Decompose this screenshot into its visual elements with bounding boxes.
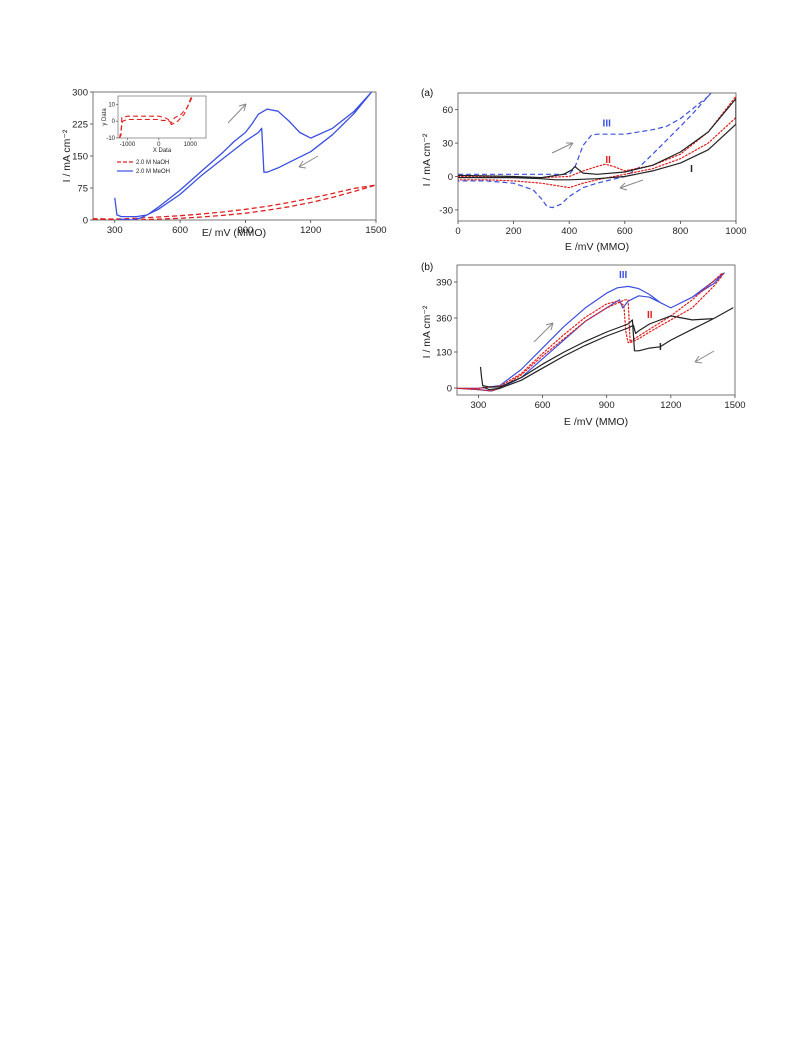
- panel-a-x-axis-label: E /mV (MMO): [565, 241, 629, 253]
- y-tick-label: 390: [436, 278, 452, 289]
- inset-y-label: y Data: [102, 108, 108, 126]
- series-line-ii: [458, 95, 736, 189]
- panel-b-reverse-arrow: [694, 350, 715, 364]
- series-line-1: [119, 97, 193, 138]
- x-tick-label: 900: [599, 400, 615, 411]
- left-legend: 2.0 M NaOH 2.0 M MeOH: [117, 160, 170, 175]
- x-tick-label: 300: [470, 400, 486, 411]
- x-tick-label: 800: [672, 226, 688, 237]
- x-tick-label: 200: [506, 226, 522, 237]
- y-tick-label: 60: [442, 105, 453, 116]
- x-tick-label: 600: [535, 400, 551, 411]
- left-x-axis: 300 600 900 1200 1500: [107, 220, 387, 236]
- panel-a-reverse-arrow: [619, 179, 644, 191]
- x-tick-label: 1500: [724, 400, 745, 411]
- left-y-axis-label: I / mA cm⁻²: [61, 129, 73, 182]
- series-line-ii: [457, 272, 723, 392]
- series-line-i: [458, 98, 736, 181]
- series-line-2-0-m-meoh: [114, 92, 373, 220]
- left-series-group: [93, 92, 376, 220]
- y-tick-label: 150: [72, 152, 88, 163]
- x-tick-label: 1200: [300, 225, 321, 236]
- curve-label-ii: II: [605, 155, 611, 166]
- curve-label-ii: II: [647, 310, 653, 321]
- x-tick-label: 900: [237, 225, 253, 236]
- inset-y-tick-label: 10: [108, 102, 115, 108]
- y-tick-label: 30: [442, 139, 453, 150]
- panel-b-plot-frame: [456, 264, 736, 396]
- inset-x-tick-label: -1000: [120, 142, 136, 148]
- legend-label-naoh: 2.0 M NaOH: [136, 160, 169, 166]
- panel-a-series-group: [458, 93, 736, 209]
- left-forward-arrow: [227, 103, 247, 124]
- x-tick-label: 300: [107, 225, 123, 236]
- panel-a-label: (a): [421, 88, 433, 99]
- x-tick-label: 600: [172, 225, 188, 236]
- inset-axes: -1000 0 1000 -10 0 10: [106, 102, 197, 148]
- series-line-iii: [457, 272, 725, 392]
- y-tick-label: -30: [439, 205, 453, 216]
- series-line-i: [479, 307, 734, 391]
- inset-chart: -1000 0 1000 -10 0 10 X Data y Data: [102, 95, 207, 154]
- series-line-iii: [458, 93, 712, 209]
- panel-a-y-axis-label: I / mA cm⁻²: [421, 133, 433, 186]
- y-tick-label: 0: [83, 216, 88, 227]
- y-tick-label: 75: [77, 184, 88, 195]
- curve-label-iii: III: [619, 270, 628, 281]
- x-tick-label: 1000: [725, 226, 746, 237]
- inset-x-label: X Data: [153, 148, 172, 154]
- panel-b-label: (b): [421, 262, 433, 273]
- panel-b-y-axis: 0 130 360 390: [436, 278, 457, 395]
- x-tick-label: 0: [455, 226, 460, 237]
- panel-b-x-axis: 300 600 900 1200 1500: [470, 395, 746, 411]
- panel-b-x-axis-label: E /mV (MMO): [564, 416, 628, 428]
- series-line-0: [119, 96, 193, 138]
- inset-x-tick-label: 1000: [184, 142, 198, 148]
- y-tick-label: 0: [447, 384, 452, 395]
- panel-b-series-group: [457, 272, 734, 392]
- y-tick-label: 0: [448, 172, 453, 183]
- y-tick-label: 300: [72, 88, 88, 99]
- left-x-axis-label: E/ mV (MMO): [202, 227, 266, 239]
- x-tick-label: 1200: [660, 400, 681, 411]
- panel-a-forward-arrow: [551, 142, 574, 154]
- curve-label-i: I: [659, 342, 662, 353]
- panel-a-y-axis: -30 0 30 60: [439, 105, 458, 216]
- inset-y-tick-label: 0: [112, 119, 116, 125]
- left-chart: 300 600 900 1200 1500 0 75 150 225 300 E/ mV (MM…: [61, 88, 387, 240]
- panel-b-forward-arrow: [533, 322, 554, 343]
- inset-x-tick-label: 0: [157, 142, 161, 148]
- x-tick-label: 400: [561, 226, 577, 237]
- inset-frame: [117, 95, 207, 139]
- curve-label-iii: III: [603, 118, 612, 129]
- y-tick-label: 360: [436, 314, 452, 325]
- x-tick-label: 1500: [365, 225, 386, 236]
- x-tick-label: 600: [617, 226, 633, 237]
- left-y-axis: 0 75 150 225 300: [72, 88, 93, 227]
- y-tick-label: 225: [72, 120, 88, 131]
- inset-y-tick-label: -10: [106, 136, 115, 142]
- panel-a-plot-frame: [457, 92, 737, 222]
- curve-label-i: I: [690, 164, 693, 175]
- inset-series-group: [119, 96, 193, 138]
- panel-b-y-axis-label: I / mA cm⁻²: [421, 305, 433, 358]
- left-reverse-arrow: [298, 155, 319, 169]
- legend-label-meoh: 2.0 M MeOH: [136, 169, 170, 175]
- panel-a-x-axis: 0 200 400 600 800 1000: [455, 221, 747, 237]
- y-tick-label: 130: [436, 348, 452, 359]
